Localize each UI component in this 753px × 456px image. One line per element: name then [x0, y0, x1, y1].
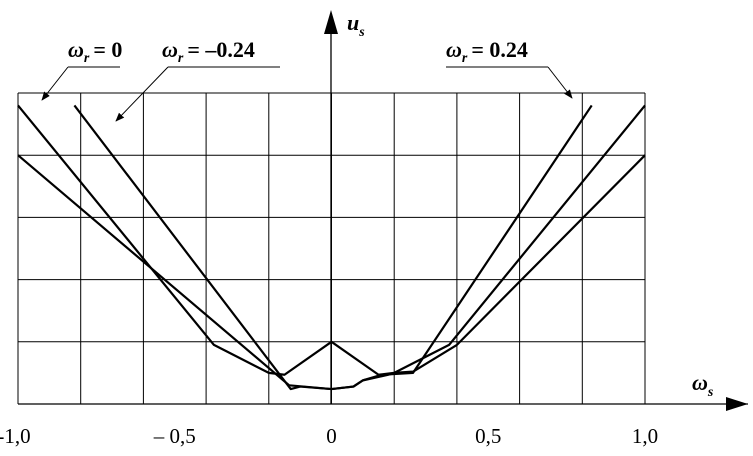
x-axis-label: ωs: [692, 370, 714, 400]
y-axis-arrow-icon: [324, 10, 338, 34]
series-0-leader-arrow: [41, 66, 69, 101]
x-tick-label: -1,0: [0, 424, 31, 448]
label-series-2: ωr = 0.24: [446, 37, 573, 99]
label-series-0: ωr = 0: [41, 37, 122, 101]
x-tick-label: – 0,5: [153, 424, 196, 448]
series-0-label: ωr = 0: [68, 37, 122, 66]
series-line-0: [17, 104, 646, 376]
curves: [17, 104, 646, 391]
series-2-leader-arrow: [547, 66, 573, 99]
x-tick-label: 0: [326, 424, 337, 448]
label-series-1: ωr = –0.24: [115, 37, 280, 122]
series-1-label: ωr = –0.24: [162, 37, 255, 66]
series-line-2: [73, 104, 593, 391]
x-axis-arrow-icon: [726, 397, 748, 411]
x-tick-labels: -1,0 – 0,5 0 0,5 1,0: [0, 424, 658, 448]
y-axis-label-subscript: s: [358, 25, 365, 40]
x-axis-label-symbol: ω: [692, 370, 708, 395]
y-axis-label: us: [347, 10, 365, 40]
y-axis-label-symbol: u: [347, 10, 359, 35]
x-tick-label: 1,0: [632, 424, 658, 448]
series-2-label: ωr = 0.24: [446, 37, 528, 66]
x-tick-label: 0,5: [475, 424, 501, 448]
x-axis-label-subscript: s: [707, 385, 714, 400]
series-1-leader-arrow: [115, 66, 169, 122]
